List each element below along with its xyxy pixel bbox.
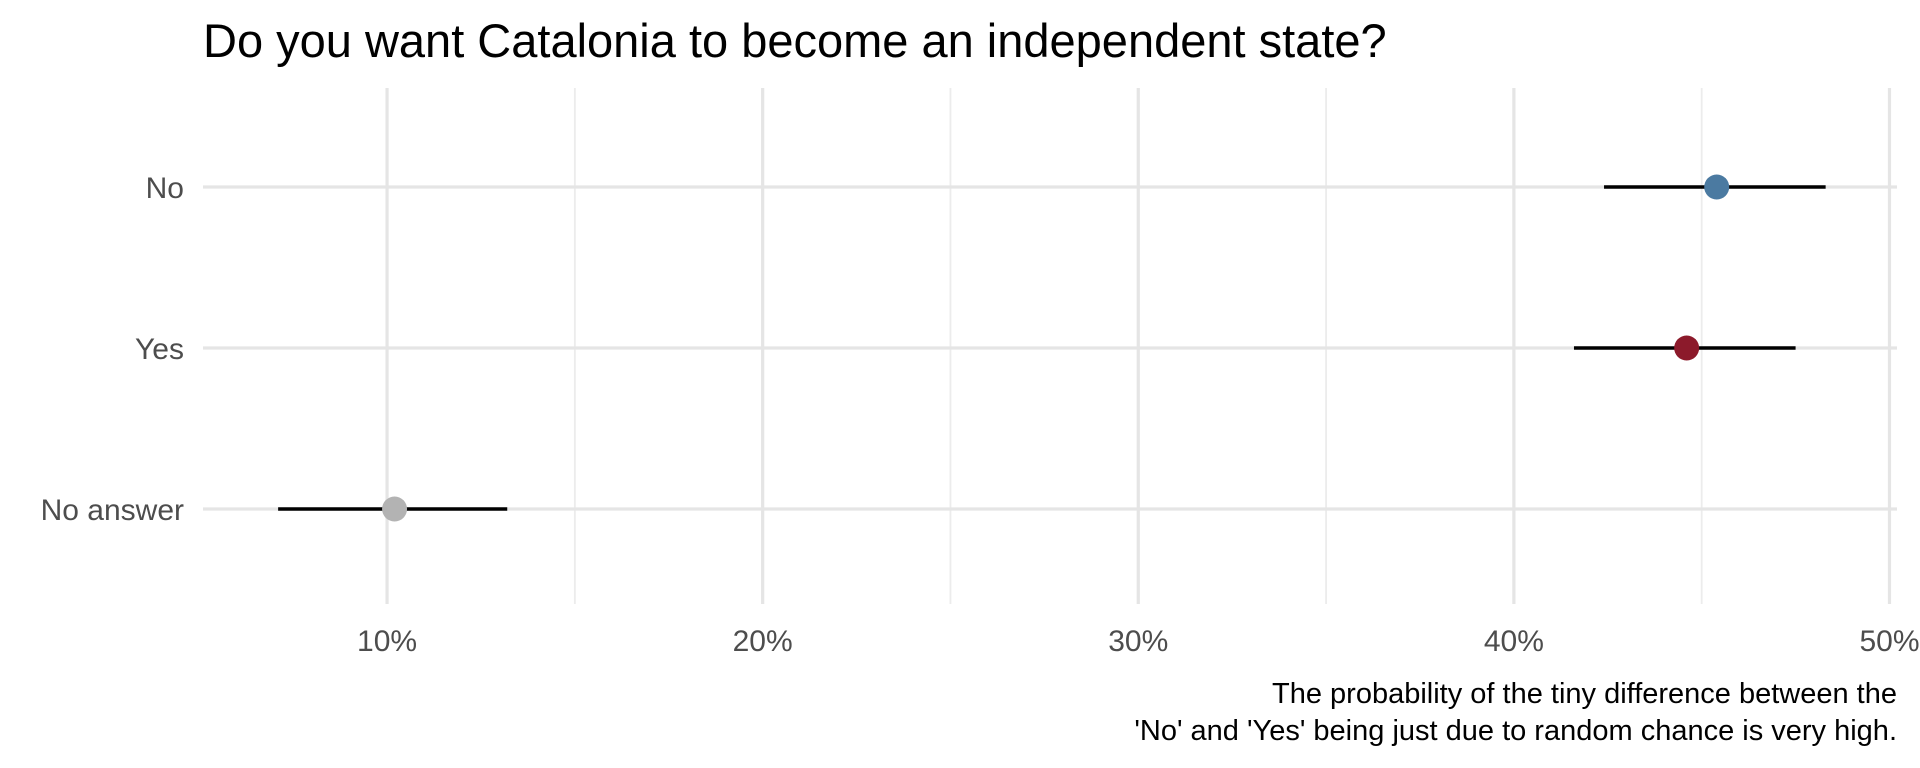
data-point — [1674, 335, 1700, 361]
x-tick-label: 30% — [1108, 625, 1168, 658]
x-tick-label: 10% — [357, 625, 417, 658]
x-tick-label: 20% — [733, 625, 793, 658]
data-marks — [278, 174, 1826, 522]
chart-title: Do you want Catalonia to become an indep… — [203, 14, 1387, 67]
grid — [203, 88, 1897, 604]
y-tick-label: No answer — [41, 494, 184, 527]
caption-line-2: 'No' and 'Yes' being just due to random … — [1134, 715, 1897, 747]
x-axis-tick-labels: 10% 20% 30% 40% 50% — [357, 625, 1919, 658]
caption-line-1: The probability of the tiny difference b… — [1272, 678, 1897, 710]
y-axis-tick-labels: No Yes No answer — [41, 172, 184, 527]
y-tick-label: No — [146, 172, 184, 205]
data-point — [382, 496, 408, 522]
x-tick-label: 40% — [1484, 625, 1544, 658]
y-tick-label: Yes — [135, 333, 184, 366]
data-point — [1704, 174, 1730, 200]
x-tick-label: 50% — [1859, 625, 1919, 658]
